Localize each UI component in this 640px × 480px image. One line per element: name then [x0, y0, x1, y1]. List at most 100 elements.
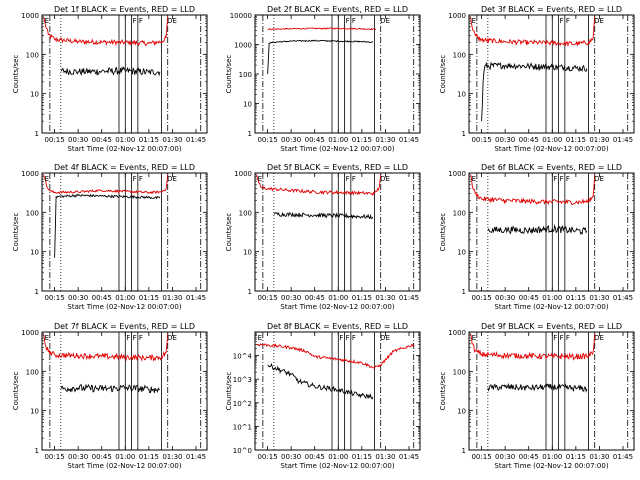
black-events-series: [487, 223, 588, 235]
x-tick-label: 01:15: [352, 136, 372, 144]
y-tick-label: 10^4: [233, 353, 253, 361]
flag-label: E: [45, 334, 49, 342]
x-tick-label: 00:45: [519, 453, 539, 461]
x-axis-label: Start Time (02-Nov-12 00:07:00): [67, 145, 181, 153]
x-tick-label: 00:45: [305, 136, 325, 144]
red-lld-series: [43, 16, 169, 47]
y-axis-label: Counts/sec: [225, 372, 233, 411]
y-tick-label: 1: [35, 447, 39, 455]
panel-title: Det 9f BLACK = Events, RED = LLD: [481, 322, 622, 331]
y-tick-label: 1000: [448, 329, 466, 337]
black-events-series: [60, 66, 161, 77]
plot-frame: [468, 14, 635, 134]
x-tick-label: 01:00: [542, 136, 562, 144]
y-tick-label: 10^0: [233, 447, 252, 455]
flag-label: E: [258, 175, 262, 183]
y-tick-label: 10^3: [233, 376, 252, 384]
x-tick-label: 01:00: [115, 294, 135, 302]
x-tick-label: 01:15: [566, 453, 586, 461]
x-tick-label: 00:15: [471, 136, 491, 144]
x-tick-label: 01:30: [375, 136, 395, 144]
flag-label: E: [45, 17, 49, 25]
y-tick-label: 1000: [448, 12, 466, 20]
flag-label: F: [560, 17, 564, 25]
y-tick-label: 10000: [230, 12, 252, 20]
x-tick-label: 01:15: [139, 136, 159, 144]
x-tick-label: 01:00: [115, 136, 135, 144]
x-tick-label: 00:45: [92, 294, 112, 302]
panel-title: Det 4f BLACK = Events, RED = LLD: [54, 163, 195, 172]
y-axis-label: Counts/sec: [439, 213, 447, 252]
y-tick-label: 100: [453, 368, 466, 376]
x-tick-label: 01:00: [328, 453, 348, 461]
x-tick-label: 00:30: [68, 294, 88, 302]
plot-frame: [254, 331, 421, 451]
flag-label: F: [352, 175, 356, 183]
x-tick-label: 01:30: [162, 294, 182, 302]
x-tick-label: 00:45: [519, 136, 539, 144]
y-axis-label: Counts/sec: [12, 55, 20, 94]
flag-label: F: [553, 334, 557, 342]
flag-label: F: [560, 175, 564, 183]
x-axis-label: Start Time (02-Nov-12 00:07:00): [67, 303, 181, 311]
x-tick-label: 00:15: [44, 294, 64, 302]
y-axis-label: Counts/sec: [12, 213, 20, 252]
x-tick-label: 01:45: [399, 294, 419, 302]
flag-label: F: [566, 175, 570, 183]
flag-label: F: [346, 17, 350, 25]
y-tick-label: 1000: [448, 170, 466, 178]
x-tick-label: 01:15: [352, 294, 372, 302]
y-tick-label: 10: [457, 408, 466, 416]
flag-label: F: [139, 17, 143, 25]
panel-det-5: Det 5f BLACK = Events, RED = LLD E F F DE 00:…: [225, 163, 421, 311]
panel-title: Det 5f BLACK = Events, RED = LLD: [267, 163, 408, 172]
x-axis-label: Start Time (02-Nov-12 00:07:00): [494, 145, 608, 153]
y-tick-label: 1: [462, 288, 466, 296]
flag-label: F: [126, 334, 130, 342]
x-tick-label: 00:30: [495, 453, 515, 461]
red-lld-series: [43, 174, 169, 195]
x-tick-label: 01:45: [613, 294, 633, 302]
x-tick-label: 01:30: [375, 453, 395, 461]
black-events-series: [267, 39, 374, 75]
flag-label: DE: [594, 334, 604, 342]
y-tick-label: 10^2: [233, 400, 252, 408]
y-tick-label: 1: [35, 288, 39, 296]
x-tick-label: 00:45: [305, 294, 325, 302]
flag-label: E: [472, 175, 476, 183]
y-axis-label: Counts/sec: [12, 372, 20, 411]
x-tick-label: 00:15: [257, 136, 277, 144]
flag-label: F: [346, 175, 350, 183]
y-tick-label: 10: [30, 91, 39, 99]
x-tick-label: 01:00: [542, 294, 562, 302]
flag-label: E: [472, 17, 476, 25]
y-tick-label: 1: [35, 130, 39, 138]
y-tick-label: 10: [457, 249, 466, 257]
plot-frame: [468, 172, 635, 292]
x-tick-label: 01:45: [186, 294, 206, 302]
x-tick-label: 01:45: [613, 453, 633, 461]
y-tick-label: 1: [248, 130, 252, 138]
black-events-series: [54, 193, 161, 258]
panel-title: Det 3f BLACK = Events, RED = LLD: [481, 5, 622, 14]
x-axis-label: Start Time (02-Nov-12 00:07:00): [67, 462, 181, 470]
red-lld-series: [267, 27, 377, 31]
red-lld-series: [470, 16, 596, 48]
y-tick-label: 100: [26, 368, 39, 376]
x-tick-label: 00:15: [44, 136, 64, 144]
plot-frame: [468, 331, 635, 451]
y-axis-label: Counts/sec: [225, 213, 233, 252]
y-tick-label: 10: [243, 101, 252, 109]
flag-label: F: [560, 334, 564, 342]
flag-label: F: [339, 334, 343, 342]
plot-frame: [41, 331, 208, 451]
black-events-series: [267, 362, 374, 400]
black-events-series: [481, 61, 588, 122]
y-tick-label: 1: [248, 288, 252, 296]
y-tick-label: 100: [26, 209, 39, 217]
x-tick-label: 00:15: [257, 294, 277, 302]
